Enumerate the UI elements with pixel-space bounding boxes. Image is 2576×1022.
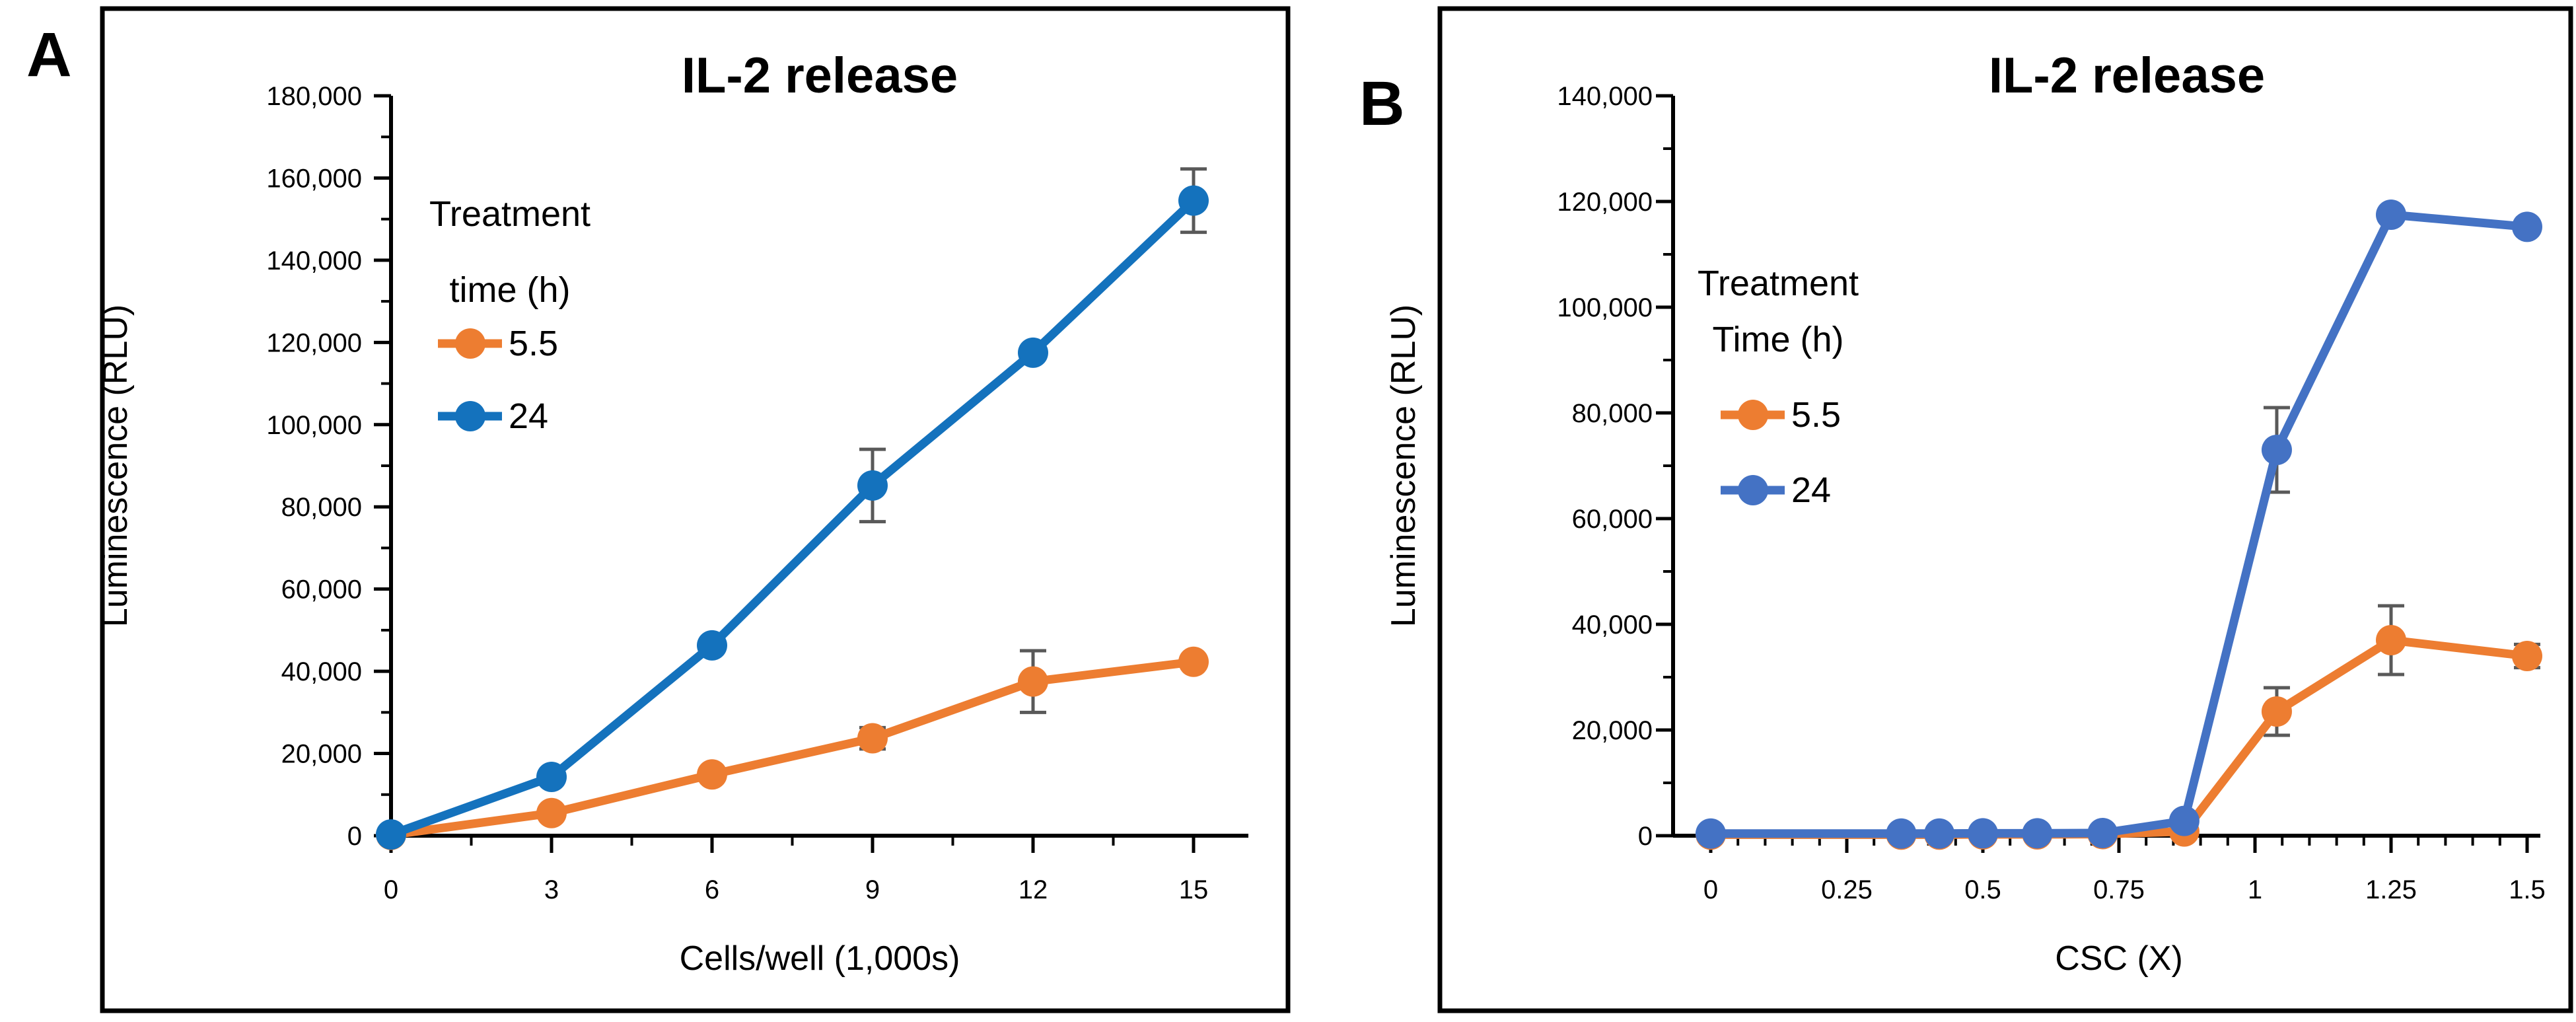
data-point-24 (376, 819, 406, 850)
chart-title: IL-2 release (1989, 48, 2265, 104)
x-tick-label: 12 (1019, 875, 1048, 904)
legend-marker-dot (1738, 475, 1768, 505)
panel-b-letter: B (1359, 69, 1405, 139)
legend-marker-dot (455, 328, 485, 359)
y-tick-label: 160,000 (266, 164, 362, 193)
y-tick-label: 80,000 (1572, 399, 1653, 428)
legend-title-line: Treatment (1698, 264, 1859, 303)
x-tick-label: 1.25 (2365, 875, 2417, 904)
series-line-5.5 (1706, 636, 2532, 839)
y-tick-label: 60,000 (1572, 505, 1653, 534)
data-point-5.5 (1178, 646, 1209, 677)
chart-title: IL-2 release (682, 48, 958, 104)
x-tick-label: 0 (1703, 875, 1718, 904)
x-tick-label: 1.5 (2509, 875, 2546, 904)
y-tick-label: 80,000 (281, 493, 362, 522)
y-tick-label: 20,000 (281, 740, 362, 769)
x-tick-label: 0.5 (1964, 875, 2001, 904)
panel-frame (100, 6, 1291, 1013)
y-tick-label: 140,000 (266, 246, 362, 275)
y-tick-label: 100,000 (266, 411, 362, 440)
panel-a-letter: A (26, 20, 72, 90)
legend-label: 24 (509, 396, 548, 436)
data-point-24 (1696, 818, 1726, 849)
data-point-24 (857, 470, 888, 501)
legend-title-line: Time (h) (1713, 320, 1844, 359)
legend-title-line: Treatment (429, 194, 590, 234)
series-line-24 (1706, 210, 2532, 838)
data-point-24 (536, 762, 567, 793)
x-tick-label: 0.75 (2093, 875, 2145, 904)
data-point-5.5 (697, 759, 727, 790)
data-point-24 (2022, 818, 2053, 849)
data-point-24 (2376, 200, 2406, 230)
y-tick-label: 60,000 (281, 575, 362, 604)
y-axis-title: Luminescence (RLU) (96, 305, 135, 627)
y-tick-label: 120,000 (1557, 188, 1653, 217)
legend-label: 24 (1791, 470, 1831, 510)
x-tick-label: 9 (865, 875, 880, 904)
x-tick-label: 6 (705, 875, 719, 904)
x-axis-title: CSC (X) (2055, 939, 2183, 978)
data-point-24 (1968, 818, 1998, 849)
data-point-5.5 (2376, 625, 2406, 655)
panel-b-chart: IL-2 release020,00040,00060,00080,000100… (1384, 6, 2573, 1013)
data-point-5.5 (536, 797, 567, 828)
data-point-24 (1178, 185, 1209, 216)
x-tick-label: 0.25 (1821, 875, 1873, 904)
legend-label: 5.5 (509, 324, 558, 363)
legend-title-line: time (h) (449, 270, 570, 310)
data-point-24 (2261, 435, 2292, 465)
data-point-24 (2512, 211, 2542, 242)
x-tick-label: 1 (2248, 875, 2262, 904)
y-tick-label: 0 (347, 822, 362, 851)
y-axis-title: Luminescence (RLU) (1384, 305, 1423, 627)
legend-marker-dot (1738, 400, 1768, 430)
data-point-24 (1924, 818, 1955, 849)
panel-a-chart: IL-2 release 0 20,000 40,000 60,000 80,000 100… (96, 6, 1291, 1013)
data-point-5.5 (857, 723, 888, 754)
data-point-24 (1018, 337, 1048, 368)
data-point-24 (2168, 805, 2200, 836)
y-tick-label: 100,000 (1557, 293, 1653, 322)
panel-frame (1437, 6, 2573, 1013)
legend-marker-dot (455, 401, 485, 431)
legend-label: 5.5 (1791, 395, 1841, 435)
data-point-24 (1886, 818, 1917, 849)
y-tick-label: 140,000 (1557, 82, 1653, 111)
data-point-24 (697, 630, 727, 661)
y-tick-label: 40,000 (1572, 610, 1653, 639)
x-tick-label: 0 (384, 875, 398, 904)
y-tick-label: 180,000 (266, 82, 362, 111)
data-point-5.5 (2261, 696, 2292, 727)
data-point-5.5 (1018, 666, 1048, 697)
y-tick-label: 20,000 (1572, 716, 1653, 745)
data-point-24 (2087, 818, 2118, 848)
x-tick-label: 15 (1179, 875, 1209, 904)
series-line-5.5 (386, 657, 1198, 840)
x-tick-label: 3 (544, 875, 559, 904)
x-axis-title: Cells/well (1,000s) (680, 939, 960, 978)
y-tick-label: 120,000 (266, 328, 362, 357)
y-tick-label: 0 (1638, 822, 1653, 851)
y-tick-label: 40,000 (281, 657, 362, 686)
series-line-24 (386, 196, 1198, 839)
data-point-5.5 (2512, 641, 2542, 671)
